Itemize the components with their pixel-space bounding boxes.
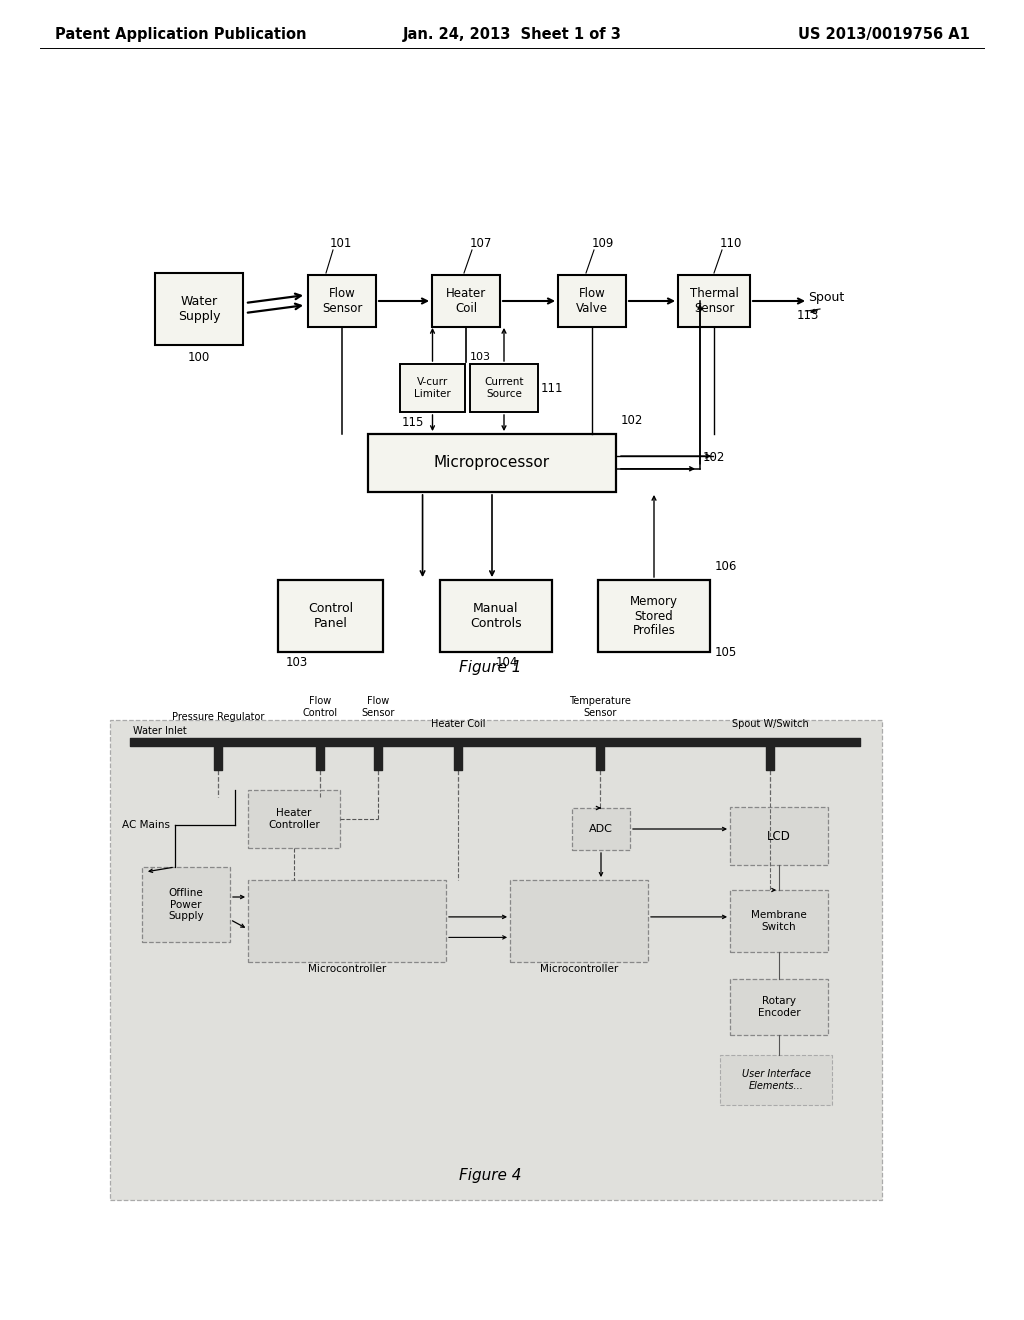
Bar (278, 579, 383, 652)
Bar (470, 364, 538, 412)
Text: Spout: Spout (808, 290, 844, 304)
Text: Figure 4: Figure 4 (459, 1168, 521, 1183)
Text: 106: 106 (715, 560, 737, 573)
Text: Offline
Power
Supply: Offline Power Supply (168, 888, 204, 921)
Bar (248, 880, 446, 962)
Text: LCD: LCD (767, 829, 791, 842)
Text: Memory
Stored
Profiles: Memory Stored Profiles (630, 594, 678, 638)
Bar (598, 579, 710, 652)
Bar (432, 275, 500, 327)
Text: 107: 107 (470, 238, 493, 249)
Bar (155, 273, 243, 345)
Bar (510, 880, 648, 962)
Text: User Interface
Elements...: User Interface Elements... (741, 1069, 811, 1090)
Text: Water
Supply: Water Supply (178, 294, 220, 323)
Text: 115: 115 (402, 416, 424, 429)
Text: 103: 103 (470, 352, 490, 362)
Text: Flow
Sensor: Flow Sensor (361, 697, 394, 718)
Text: Control
Panel: Control Panel (308, 602, 353, 630)
Text: Rotary
Encoder: Rotary Encoder (758, 997, 801, 1018)
Text: 104: 104 (496, 656, 518, 669)
Text: Heater Coil: Heater Coil (431, 719, 485, 729)
Text: 102: 102 (703, 451, 725, 463)
Text: 109: 109 (592, 238, 614, 249)
Bar (730, 807, 828, 865)
Bar (368, 434, 616, 492)
Text: Flow
Valve: Flow Valve (575, 286, 608, 315)
Text: ADC: ADC (589, 824, 613, 834)
Text: AC Mains: AC Mains (122, 820, 170, 830)
Text: US 2013/0019756 A1: US 2013/0019756 A1 (798, 28, 970, 42)
Text: Current
Source: Current Source (484, 378, 523, 399)
Text: 105: 105 (715, 645, 737, 659)
Text: 113: 113 (797, 309, 819, 322)
Text: Patent Application Publication: Patent Application Publication (55, 28, 306, 42)
Text: 110: 110 (720, 238, 742, 249)
Bar (730, 890, 828, 952)
Text: Membrane
Switch: Membrane Switch (752, 911, 807, 932)
Text: Heater
Coil: Heater Coil (445, 286, 486, 315)
Text: Microcontroller: Microcontroller (308, 964, 386, 974)
Bar (730, 979, 828, 1035)
Bar (572, 808, 630, 850)
Text: Pressure Regulator: Pressure Regulator (172, 711, 264, 722)
Text: Water Inlet: Water Inlet (133, 726, 186, 737)
Bar (440, 579, 552, 652)
Bar (110, 719, 882, 1200)
Text: Flow
Sensor: Flow Sensor (322, 286, 362, 315)
Bar (248, 789, 340, 847)
Text: 111: 111 (541, 381, 563, 395)
Text: Spout W/Switch: Spout W/Switch (731, 719, 808, 729)
Text: Manual
Controls: Manual Controls (470, 602, 522, 630)
Text: 101: 101 (330, 238, 352, 249)
Text: Flow
Control: Flow Control (302, 697, 338, 718)
Text: 100: 100 (187, 351, 210, 364)
Text: V-curr
Limiter: V-curr Limiter (414, 378, 451, 399)
Text: Thermal
Sensor: Thermal Sensor (689, 286, 738, 315)
Text: Temperature
Sensor: Temperature Sensor (569, 697, 631, 718)
Bar (142, 867, 230, 942)
Text: Figure 1: Figure 1 (459, 660, 521, 675)
Bar (720, 1055, 831, 1105)
Bar (678, 275, 750, 327)
Bar (400, 364, 465, 412)
Text: Microcontroller: Microcontroller (540, 964, 618, 974)
Text: Heater
Controller: Heater Controller (268, 808, 319, 830)
Text: Jan. 24, 2013  Sheet 1 of 3: Jan. 24, 2013 Sheet 1 of 3 (402, 28, 622, 42)
Text: 102: 102 (621, 414, 643, 426)
Bar (558, 275, 626, 327)
Text: 103: 103 (286, 656, 308, 669)
Bar (308, 275, 376, 327)
Text: Microprocessor: Microprocessor (434, 455, 550, 470)
